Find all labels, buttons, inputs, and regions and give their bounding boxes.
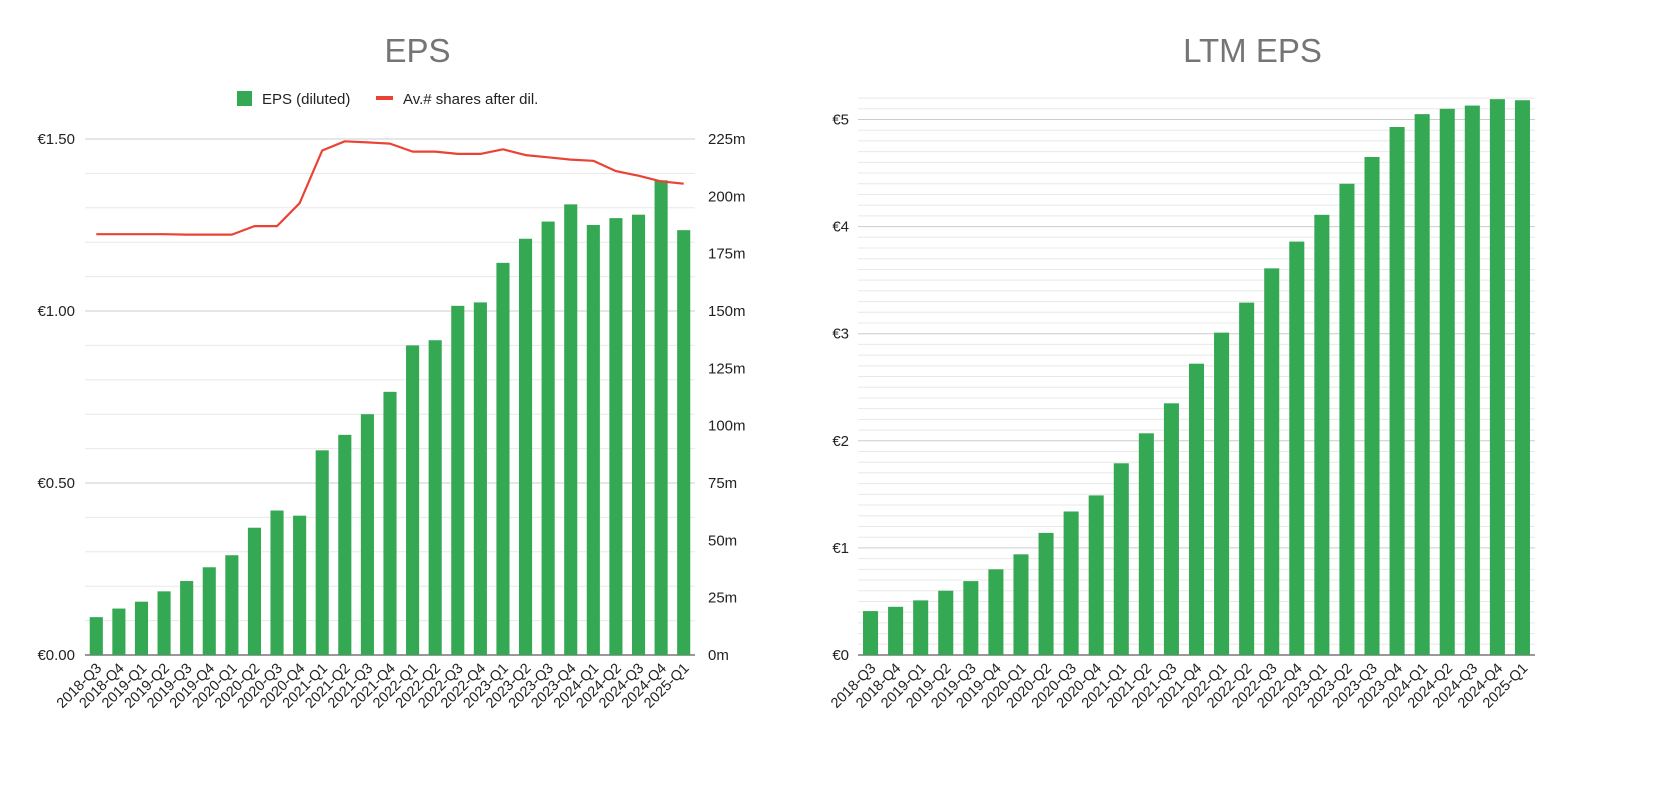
ltm-eps-chart-svg: €0€1€2€3€4€52018-Q32018-Q42019-Q12019-Q2…	[828, 97, 1535, 712]
ltm-eps-bar	[1113, 463, 1129, 655]
ltm-eps-bar	[1088, 495, 1104, 655]
y-right-tick-label: 150m	[708, 303, 746, 320]
ltm-eps-bar	[938, 590, 954, 655]
eps-chart-title: EPS	[384, 32, 451, 69]
y-left-tick-label: €0.50	[37, 475, 75, 492]
ltm-eps-bar	[1188, 363, 1205, 655]
y-left-tick-label: €1.00	[37, 303, 75, 320]
ltm-eps-bar	[1389, 126, 1405, 655]
ltm-eps-bar	[1264, 268, 1280, 655]
eps-bar	[157, 591, 171, 655]
legend-label-eps: EPS (diluted)	[262, 91, 350, 108]
y-right-tick-label: 225m	[708, 131, 746, 148]
eps-bar	[225, 555, 239, 655]
shares-line	[96, 140, 684, 236]
y-right-tick-label: 200m	[708, 188, 746, 205]
ltm-eps-bar	[1514, 100, 1530, 656]
y-left-tick-label: €1.50	[37, 131, 75, 148]
y-tick-label: €0	[832, 647, 849, 664]
ltm-eps-bar	[1038, 532, 1054, 655]
legend-label-shares: Av.# shares after dil.	[403, 91, 538, 108]
ltm-eps-chart-panel: LTM EPS €0 €1 €2 €3 €4 €5 2018-Q3 2018-Q4 2019-Q…	[828, 0, 1670, 795]
eps-bar	[451, 305, 465, 655]
ltm-eps-chart-title: LTM EPS	[1183, 32, 1322, 69]
ltm-eps-bar	[1063, 511, 1079, 655]
ltm-eps-bar	[988, 569, 1004, 655]
eps-bar	[631, 214, 646, 655]
y-right-tick-label: 175m	[708, 246, 746, 263]
y-tick-label: €2	[832, 433, 849, 450]
ltm-eps-bar	[1239, 302, 1255, 655]
eps-bar	[677, 230, 691, 655]
ltm-eps-bar	[1489, 99, 1505, 655]
eps-bar	[293, 515, 307, 655]
eps-bar	[473, 302, 487, 655]
eps-bar	[586, 225, 600, 655]
eps-bar	[428, 340, 442, 655]
ltm-eps-bar	[963, 581, 979, 655]
eps-bar	[360, 414, 374, 655]
y-right-tick-label: 50m	[708, 532, 737, 549]
eps-bar	[180, 581, 194, 655]
eps-chart-svg: €0.00 €0.50 €1.00 €1.50 0m 25m 50m 75m 100m 125m 1…	[37, 91, 746, 712]
ltm-eps-bar	[1314, 214, 1330, 655]
y-tick-label: €3	[832, 326, 849, 343]
eps-bar	[134, 601, 149, 655]
y-tick-label: €1	[832, 540, 849, 557]
ltm-eps-bar	[1339, 183, 1355, 655]
legend-swatch-shares	[376, 96, 393, 100]
eps-bar	[112, 608, 126, 655]
ltm-eps-bar	[888, 606, 904, 655]
ltm-eps-bar	[1163, 403, 1179, 655]
eps-bar	[338, 434, 352, 655]
eps-bar	[519, 238, 533, 655]
eps-bar	[247, 527, 261, 655]
ltm-eps-bar	[1364, 156, 1380, 656]
eps-bar	[89, 617, 103, 655]
eps-bar	[541, 221, 555, 655]
ltm-eps-bar	[1013, 554, 1029, 655]
eps-bar	[315, 450, 329, 655]
legend-swatch-eps	[237, 91, 252, 106]
eps-chart-panel: EPS €0.00 €0.50 €1.00 €1.50 0m 25m 50m 75m 100m 1…	[37, 32, 746, 712]
ltm-eps-bar	[1214, 332, 1230, 655]
ltm-eps-bar	[1439, 108, 1455, 656]
ltm-eps-bar	[1138, 433, 1154, 655]
eps-bar	[406, 345, 420, 655]
y-right-tick-label: 100m	[708, 418, 746, 435]
eps-bar	[202, 567, 216, 655]
y-left-tick-label: €0.00	[37, 647, 75, 664]
eps-bar	[270, 510, 284, 655]
y-right-tick-label: 125m	[708, 360, 746, 377]
y-tick-label: €4	[832, 219, 849, 236]
eps-bar	[609, 218, 623, 655]
y-right-tick-label: 75m	[708, 475, 737, 492]
y-tick-label: €5	[832, 112, 849, 129]
ltm-eps-bar	[1464, 105, 1480, 655]
eps-bar	[496, 262, 510, 655]
ltm-eps-bar	[1414, 114, 1430, 655]
ltm-eps-bar	[1289, 241, 1305, 655]
ltm-eps-bar	[863, 611, 879, 655]
ltm-eps-bar	[913, 600, 929, 655]
eps-bar	[564, 204, 578, 656]
eps-bar	[654, 180, 668, 655]
y-right-tick-label: 25m	[708, 590, 737, 607]
eps-bar	[383, 391, 397, 655]
y-right-tick-label: 0m	[708, 647, 729, 664]
